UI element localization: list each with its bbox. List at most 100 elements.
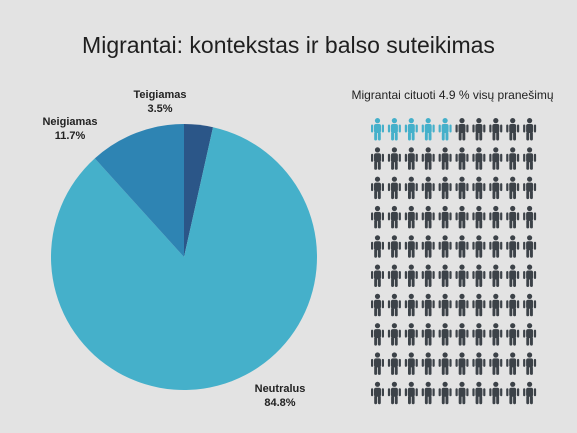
person-icon (387, 264, 401, 287)
person-icon (421, 205, 435, 229)
person-icon (421, 235, 435, 258)
person-icon (506, 205, 520, 229)
person-icon (489, 352, 503, 375)
person-icon (438, 293, 452, 317)
person-icon (404, 118, 418, 141)
person-icon (523, 176, 537, 200)
person-icon (523, 147, 537, 170)
person-icon (438, 118, 452, 141)
person-icon (455, 323, 469, 346)
person-icon (371, 264, 384, 287)
person-icon (421, 352, 435, 375)
person-icon (523, 381, 537, 405)
person-icon (387, 205, 401, 229)
person-icon (489, 323, 503, 346)
person-icon (404, 235, 418, 258)
person-icon (523, 323, 537, 346)
person-icon (421, 264, 435, 287)
pie-slice-neigiamas (94, 124, 184, 257)
person-icon (455, 235, 469, 258)
person-icon (404, 293, 418, 317)
person-icon (421, 381, 435, 405)
person-icon (472, 293, 486, 317)
person-icon (489, 264, 503, 287)
person-icon (387, 176, 401, 200)
label-teigiamas: Teigiamas 3.5% (130, 88, 190, 116)
person-icon (506, 352, 520, 375)
person-icon (506, 323, 520, 346)
label-neutralus: Neutralus 84.8% (248, 382, 312, 410)
person-icon (472, 235, 486, 258)
person-icon (421, 176, 435, 200)
person-icon (455, 118, 469, 141)
person-icon (455, 352, 469, 375)
person-icon (489, 176, 503, 200)
person-icon (438, 264, 452, 287)
person-icon (455, 381, 469, 405)
person-icon (506, 264, 520, 287)
person-icon (438, 205, 452, 229)
person-icon (455, 176, 469, 200)
person-icon (421, 293, 435, 317)
person-icon (455, 147, 469, 170)
person-icon (371, 235, 384, 258)
person-icon (387, 381, 401, 405)
person-icon (472, 264, 486, 287)
person-icon (404, 352, 418, 375)
pie-slice-teigiamas (184, 124, 214, 257)
slice-name-neigiamas: Neigiamas (42, 116, 98, 128)
person-icon (404, 176, 418, 200)
person-icon-grid (371, 118, 537, 405)
person-icon (438, 381, 452, 405)
person-icon (387, 147, 401, 170)
person-icon (523, 352, 537, 375)
person-icon (472, 118, 486, 141)
label-neigiamas: Neigiamas 11.7% (38, 115, 102, 143)
person-icon (506, 118, 520, 141)
person-icon (371, 176, 384, 200)
slice-name-teigiamas: Teigiamas (133, 89, 187, 101)
person-icon (523, 235, 537, 258)
person-icon (371, 352, 384, 375)
person-icon (472, 352, 486, 375)
person-icon (506, 381, 520, 405)
person-icon (489, 147, 503, 170)
person-icon (371, 147, 384, 170)
person-icon (371, 293, 384, 317)
slice-value-neutralus: 84.8% (264, 397, 296, 409)
person-icon (506, 176, 520, 200)
person-icon (506, 235, 520, 258)
slice-value-neigiamas: 11.7% (54, 130, 86, 142)
person-icon (438, 147, 452, 170)
person-icon (421, 147, 435, 170)
person-icon (404, 147, 418, 170)
person-icon (472, 323, 486, 346)
person-icon (523, 293, 537, 317)
person-icon (371, 381, 384, 405)
person-icon (523, 118, 537, 141)
slice-name-neutralus: Neutralus (254, 383, 306, 395)
person-icon (371, 205, 384, 229)
person-icon (421, 118, 435, 141)
person-icon (489, 235, 503, 258)
person-icon (472, 147, 486, 170)
person-icon (438, 176, 452, 200)
person-icon (371, 323, 384, 346)
person-icon (472, 176, 486, 200)
person-icon (472, 205, 486, 229)
person-icon (489, 205, 503, 229)
person-icon (523, 264, 537, 287)
pie-slice-neutralus (50, 127, 317, 390)
person-icon (523, 205, 537, 229)
pictogram-title: Migrantai cituoti 4.9 % visų pranešimų (351, 88, 554, 102)
person-icon (489, 118, 503, 141)
person-icon (387, 118, 401, 141)
slice-value-teigiamas: 3.5% (147, 103, 173, 115)
person-icon (506, 147, 520, 170)
person-icon (489, 381, 503, 405)
person-icon (371, 118, 384, 141)
person-icon (404, 205, 418, 229)
person-icon (455, 205, 469, 229)
person-icon (387, 235, 401, 258)
